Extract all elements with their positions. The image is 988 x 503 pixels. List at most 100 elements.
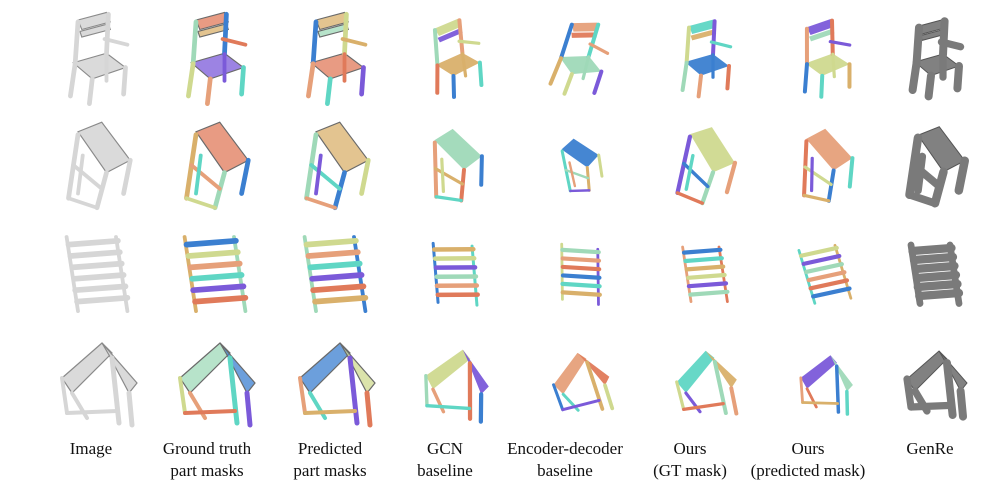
object-render	[802, 18, 852, 99]
object-part	[182, 235, 198, 314]
object-part	[577, 352, 610, 386]
object-part	[60, 376, 69, 415]
object-render	[908, 17, 965, 101]
thumbnail-gcn-ladder-shelf	[400, 225, 510, 325]
object-part	[571, 32, 597, 38]
caption-line: baseline	[417, 461, 473, 480]
object-part	[342, 11, 349, 57]
thumbnail-gcn-chair-tilted-seat	[400, 115, 510, 215]
object-part	[915, 288, 964, 301]
object-part	[219, 342, 256, 395]
object-part	[568, 161, 577, 188]
caption-predicted: Predicted part masks	[270, 438, 390, 482]
object-render	[802, 128, 855, 203]
object-part	[307, 260, 363, 271]
thumbnail-ours_gt-chair-spindle-back	[650, 8, 760, 108]
object-part	[924, 71, 936, 101]
object-part	[183, 237, 239, 248]
object-part	[560, 264, 602, 272]
object-part	[314, 153, 323, 196]
object-part	[684, 25, 692, 65]
object-part	[460, 52, 468, 78]
object-part	[66, 196, 99, 210]
object-part	[431, 241, 440, 304]
object-part	[819, 73, 825, 99]
thumbnail-gcn-a-frame-rack	[400, 333, 510, 433]
object-part	[845, 389, 850, 416]
object-part	[586, 22, 601, 59]
object-part	[809, 28, 835, 42]
object-part	[65, 409, 119, 415]
object-part	[682, 402, 725, 411]
object-part	[809, 156, 814, 193]
object-part	[310, 52, 365, 80]
object-part	[725, 64, 732, 91]
object-part	[432, 256, 477, 261]
object-part	[847, 156, 855, 189]
object-part	[592, 69, 604, 95]
object-part	[684, 153, 695, 191]
object-part	[434, 274, 479, 279]
thumbnail-image-chair-tilted-seat	[42, 115, 152, 215]
object-part	[558, 22, 574, 61]
object-part	[560, 242, 564, 301]
object-part	[433, 265, 478, 270]
object-part	[244, 390, 253, 428]
object-part	[572, 22, 599, 32]
object-part	[907, 401, 955, 411]
object-part	[126, 390, 135, 428]
thumbnail-genre-chair-spindle-back	[880, 8, 988, 108]
object-part	[560, 273, 602, 280]
object-part	[914, 152, 927, 195]
object-part	[187, 260, 243, 271]
object-part	[797, 248, 817, 305]
caption-ours-predicted: Ours (predicted mask)	[733, 438, 883, 482]
object-part	[588, 42, 610, 55]
object-part	[69, 260, 125, 271]
object-part	[359, 65, 366, 97]
object-render	[552, 352, 615, 412]
object-part	[830, 18, 835, 57]
object-part	[729, 386, 739, 416]
object-render	[66, 121, 133, 211]
object-part	[87, 76, 95, 106]
object-part	[705, 350, 737, 389]
caption-line: Ours	[791, 439, 825, 458]
object-part	[800, 355, 837, 389]
caption-line: part masks	[170, 461, 244, 480]
object-part	[431, 246, 476, 252]
object-render	[675, 350, 739, 416]
object-part	[954, 156, 970, 195]
object-part	[195, 121, 250, 174]
object-part	[317, 23, 350, 38]
object-render	[681, 245, 730, 303]
object-part	[435, 52, 480, 76]
object-render	[298, 342, 376, 428]
object-part	[676, 350, 715, 394]
object-part	[806, 19, 835, 35]
object-part	[440, 157, 446, 194]
object-part	[684, 264, 726, 272]
caption-line: baseline	[537, 461, 593, 480]
object-part	[937, 38, 965, 51]
object-part	[77, 121, 132, 174]
thumbnail-ours_pred-ladder-shelf	[770, 225, 880, 325]
object-part	[192, 294, 249, 305]
object-part	[190, 283, 247, 294]
object-part	[340, 37, 368, 47]
object-part	[437, 28, 463, 43]
object-part	[194, 153, 203, 196]
object-part	[581, 55, 591, 81]
object-part	[302, 235, 318, 314]
object-part	[939, 17, 949, 59]
thumbnail-pred-ladder-shelf	[280, 225, 390, 325]
object-part	[912, 270, 961, 283]
object-render	[302, 235, 369, 314]
object-render	[907, 241, 964, 307]
object-render	[797, 243, 853, 305]
object-part	[457, 18, 465, 56]
object-part	[682, 161, 710, 189]
object-part	[303, 409, 357, 415]
object-part	[908, 243, 956, 256]
object-part	[434, 18, 462, 37]
